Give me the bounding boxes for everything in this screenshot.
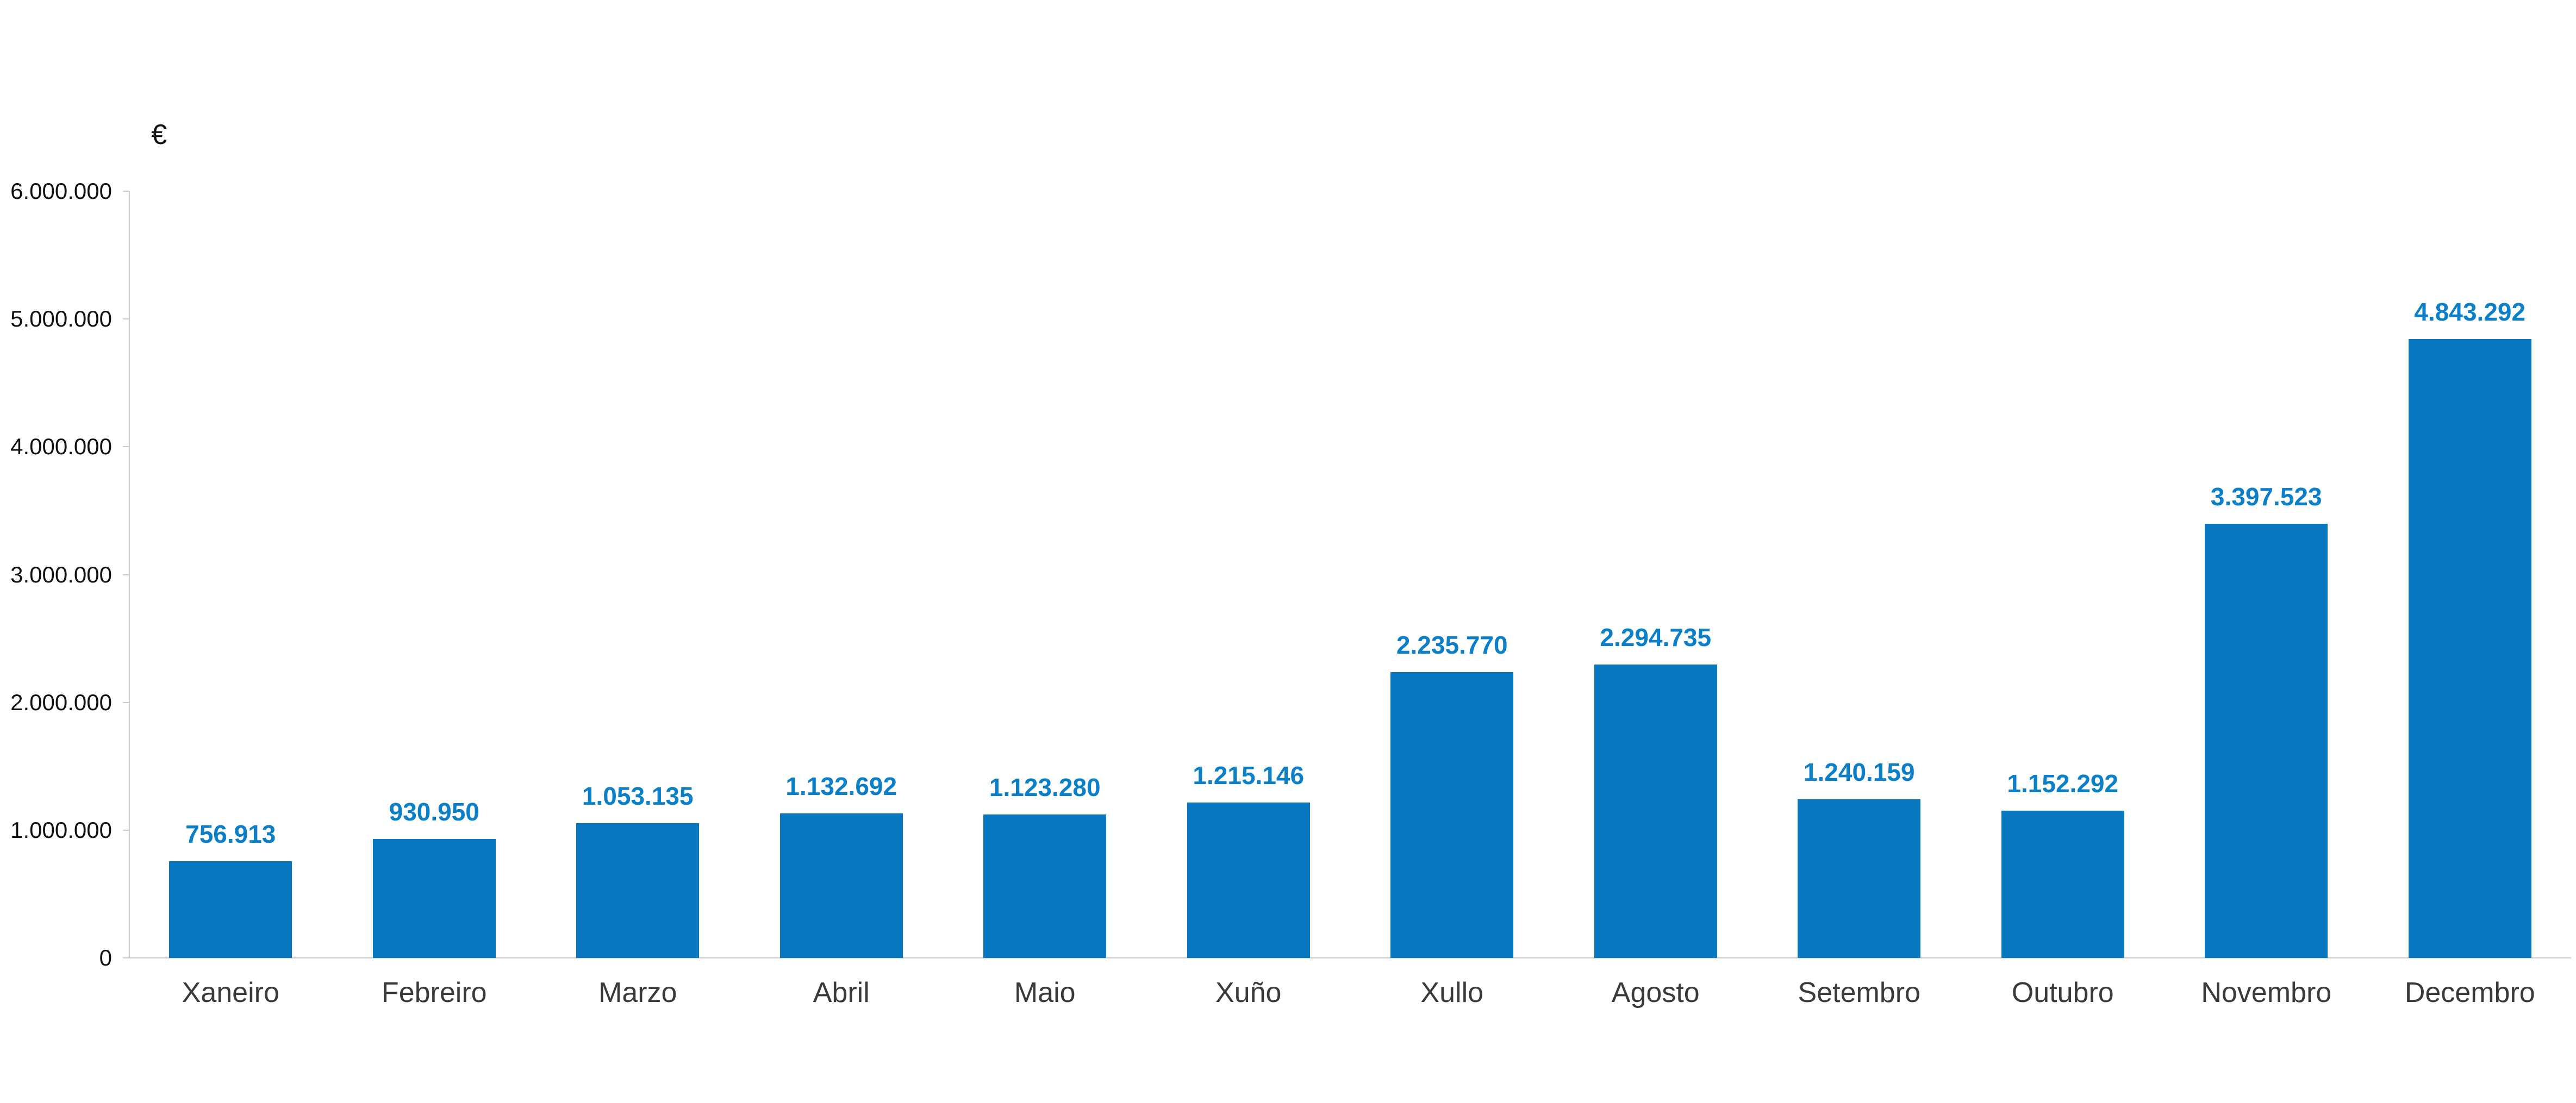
x-axis-label-marzo: Marzo bbox=[598, 977, 677, 1008]
bar-group-febreiro: 930.950 Febreiro bbox=[333, 191, 537, 1007]
value-label-febreiro: 930.950 bbox=[389, 798, 479, 826]
bar-xu-o bbox=[1187, 803, 1310, 958]
bar-abril bbox=[779, 813, 903, 958]
y-axis-tick bbox=[123, 446, 129, 448]
x-axis-label-outubro: Outubro bbox=[2011, 977, 2114, 1008]
bar-group-abril: 1.132.692 Abril bbox=[740, 191, 944, 1007]
value-label-xullo: 2.235.770 bbox=[1396, 631, 1508, 660]
bar-marzo bbox=[576, 823, 700, 958]
y-axis-tick bbox=[123, 574, 129, 575]
y-axis-unit-label: € bbox=[151, 119, 167, 151]
bar-xullo bbox=[1390, 672, 1514, 958]
y-axis-tick-label: 5.000.000 bbox=[10, 306, 112, 332]
value-label-xaneiro: 756.913 bbox=[185, 820, 276, 848]
bar-group-setembro: 1.240.159 Setembro bbox=[1757, 191, 1961, 1007]
y-axis-tick-label: 1.000.000 bbox=[10, 817, 112, 843]
y-axis-tick-label: 6.000.000 bbox=[10, 178, 112, 204]
bar-setembro bbox=[1798, 799, 1921, 958]
bar-febreiro bbox=[372, 839, 496, 958]
bar-group-marzo: 1.053.135 Marzo bbox=[536, 191, 740, 1007]
x-axis-label-abril: Abril bbox=[813, 977, 870, 1008]
bar-agosto bbox=[1594, 665, 1717, 958]
x-axis-label-decembro: Decembro bbox=[2404, 977, 2535, 1008]
bar-maio bbox=[983, 814, 1107, 958]
bar-xaneiro bbox=[169, 861, 292, 958]
x-axis-label-setembro: Setembro bbox=[1798, 977, 1920, 1008]
value-label-marzo: 1.053.135 bbox=[582, 782, 694, 811]
bar-group-xullo: 2.235.770 Xullo bbox=[1350, 191, 1554, 1007]
value-label-agosto: 2.294.735 bbox=[1600, 623, 1712, 652]
bar-novembro bbox=[2205, 524, 2328, 958]
bar-decembro bbox=[2408, 339, 2531, 958]
y-axis-tick bbox=[123, 191, 129, 192]
x-axis-label-febreiro: Febreiro bbox=[381, 977, 487, 1008]
y-axis-tick bbox=[123, 318, 129, 320]
y-axis-line bbox=[129, 191, 130, 958]
x-axis-label-novembro: Novembro bbox=[2201, 977, 2332, 1008]
value-label-xu-o: 1.215.146 bbox=[1193, 761, 1305, 790]
x-axis-baseline bbox=[124, 957, 2571, 958]
y-axis-tick-label: 3.000.000 bbox=[10, 561, 112, 587]
y-axis-tick bbox=[123, 701, 129, 703]
y-axis-tick-label: 2.000.000 bbox=[10, 689, 112, 715]
x-axis-label-xaneiro: Xaneiro bbox=[182, 977, 279, 1008]
bar-group-maio: 1.123.280 Maio bbox=[943, 191, 1147, 1007]
value-label-novembro: 3.397.523 bbox=[2210, 482, 2322, 511]
bar-group-outubro: 1.152.292 Outubro bbox=[1961, 191, 2165, 1007]
bar-group-novembro: 3.397.523 Novembro bbox=[2165, 191, 2368, 1007]
value-label-abril: 1.132.692 bbox=[785, 772, 897, 800]
value-label-decembro: 4.843.292 bbox=[2414, 298, 2526, 326]
x-axis-label-xu-o: Xuño bbox=[1215, 977, 1282, 1008]
bar-group-xu-o: 1.215.146 Xuño bbox=[1147, 191, 1351, 1007]
plot-area: 756.913 Xaneiro 930.950 Febreiro 1.053.135 Ma… bbox=[129, 191, 2572, 1007]
bar-group-decembro: 4.843.292 Decembro bbox=[2368, 191, 2572, 1007]
y-axis-tick bbox=[123, 957, 129, 958]
y-axis-tick-label: 4.000.000 bbox=[10, 434, 112, 460]
value-label-maio: 1.123.280 bbox=[989, 773, 1101, 801]
x-axis-label-agosto: Agosto bbox=[1611, 977, 1700, 1008]
x-axis-label-xullo: Xullo bbox=[1420, 977, 1484, 1008]
value-label-outubro: 1.152.292 bbox=[2007, 769, 2119, 798]
bar-group-xaneiro: 756.913 Xaneiro bbox=[129, 191, 333, 1007]
value-label-setembro: 1.240.159 bbox=[1803, 758, 1915, 787]
x-axis-label-maio: Maio bbox=[1014, 977, 1076, 1008]
y-axis-tick bbox=[123, 829, 129, 831]
bar-group-agosto: 2.294.735 Agosto bbox=[1554, 191, 1758, 1007]
y-axis-tick-label: 0 bbox=[99, 945, 112, 970]
bar-outubro bbox=[2001, 811, 2124, 958]
